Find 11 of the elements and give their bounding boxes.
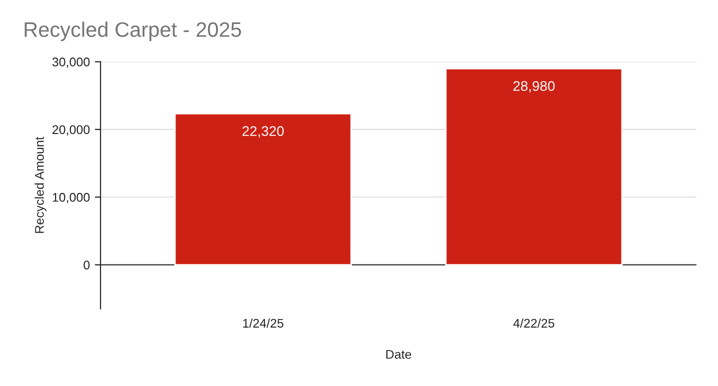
x-axis-title: Date [386, 350, 412, 359]
y-tick-label: 10,000 [52, 192, 90, 204]
x-tick-label: 1/24/25 [243, 318, 284, 328]
x-tick-label: 4/22/25 [513, 318, 554, 328]
y-axis-title: Recycled Amount [34, 136, 46, 233]
data-label: 28,980 [513, 81, 555, 93]
y-tick-label: 20,000 [52, 125, 90, 136]
data-label: 22,320 [242, 126, 284, 138]
y-tick-label: 30,000 [52, 58, 90, 68]
y-tick-label: 0 [84, 260, 90, 270]
chart-title: Recycled Carpet - 2025 [24, 22, 242, 42]
